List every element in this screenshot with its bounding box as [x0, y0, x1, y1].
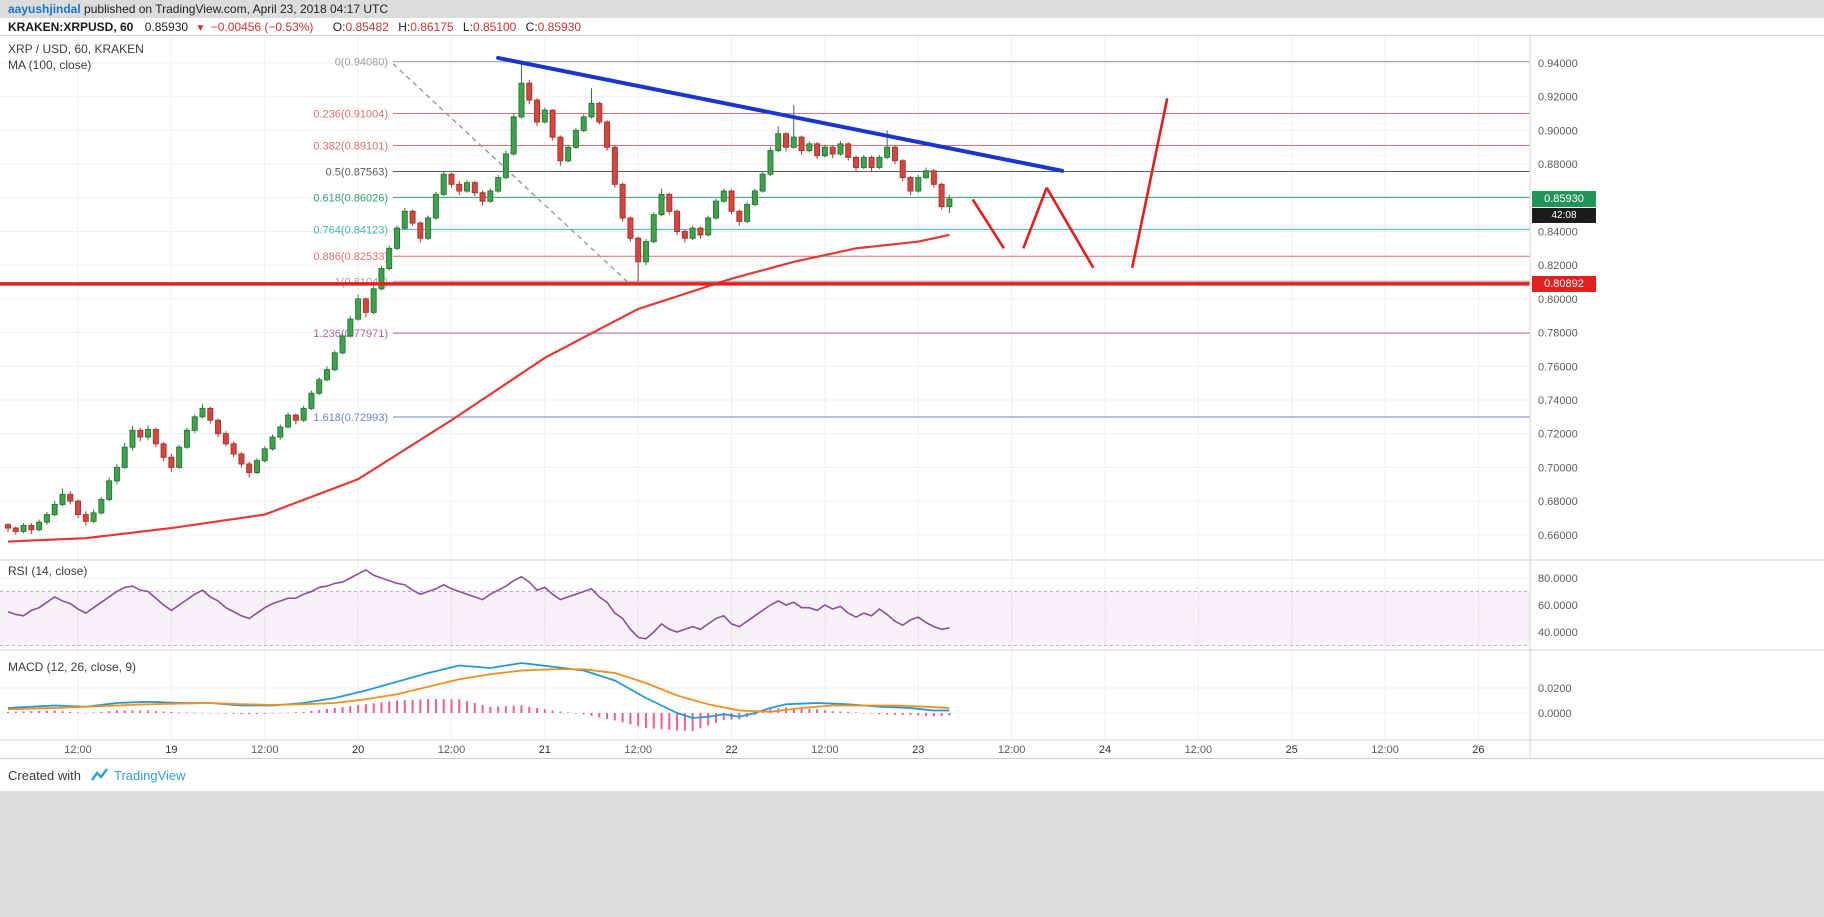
svg-text:12:00: 12:00	[624, 744, 652, 756]
symbol-title: KRAKEN:XRPUSD, 60	[8, 20, 134, 34]
svg-text:0.382(0.89101): 0.382(0.89101)	[313, 141, 388, 153]
svg-text:0.236(0.91004): 0.236(0.91004)	[313, 108, 388, 120]
price-change: −0.00456 (−0.53%)	[210, 20, 314, 34]
low-label: L:	[462, 20, 473, 34]
svg-text:1.618(0.72993): 1.618(0.72993)	[313, 412, 388, 424]
publish-info-bar: aayushjindal published on TradingView.co…	[0, 0, 1824, 18]
close-value: 0.85930	[537, 20, 582, 34]
svg-text:0.78000: 0.78000	[1538, 328, 1578, 340]
svg-text:12:00: 12:00	[251, 744, 279, 756]
svg-text:60.0000: 60.0000	[1538, 600, 1578, 612]
publish-text: published on TradingView.com, April 23, …	[84, 2, 389, 16]
svg-text:0.70000: 0.70000	[1538, 462, 1578, 474]
svg-text:12:00: 12:00	[64, 744, 92, 756]
rsi-indicator-label: RSI (14, close)	[8, 564, 88, 578]
symbol-info-bar: KRAKEN:XRPUSD, 60 0.85930 ▼ −0.00456 (−0…	[0, 18, 1824, 36]
price-down-icon: ▼	[195, 23, 206, 34]
svg-text:0.74000: 0.74000	[1538, 395, 1578, 407]
chart-area: 0.940000.920000.900000.880000.860000.840…	[0, 36, 1824, 758]
author-link[interactable]: aayushjindal	[8, 2, 81, 16]
svg-text:0.90000: 0.90000	[1538, 125, 1578, 137]
price-chart-canvas[interactable]: 0.940000.920000.900000.880000.860000.840…	[0, 36, 1824, 758]
svg-text:0.66000: 0.66000	[1538, 530, 1578, 542]
svg-text:0(0.94080): 0(0.94080)	[335, 57, 388, 69]
svg-text:0.72000: 0.72000	[1538, 429, 1578, 441]
svg-text:0.92000: 0.92000	[1538, 92, 1578, 104]
svg-text:0.0200: 0.0200	[1538, 683, 1572, 695]
svg-text:0.88000: 0.88000	[1538, 159, 1578, 171]
svg-text:19: 19	[165, 744, 177, 756]
svg-text:22: 22	[725, 744, 737, 756]
svg-text:26: 26	[1472, 744, 1484, 756]
svg-text:12:00: 12:00	[1371, 744, 1399, 756]
tradingview-logo-icon	[91, 768, 109, 782]
bottom-margin	[0, 791, 1824, 917]
created-with-text: Created with	[8, 767, 81, 783]
svg-text:12:00: 12:00	[811, 744, 839, 756]
svg-text:40.0000: 40.0000	[1538, 627, 1578, 639]
chart-title: XRP / USD, 60, KRAKEN	[8, 42, 144, 56]
countdown-badge: 42:08	[1532, 207, 1596, 223]
low-value: 0.85100	[472, 20, 517, 34]
svg-text:0.82000: 0.82000	[1538, 260, 1578, 272]
svg-text:20: 20	[352, 744, 364, 756]
svg-text:12:00: 12:00	[438, 744, 466, 756]
svg-text:23: 23	[912, 744, 924, 756]
open-value: 0.85482	[345, 20, 389, 34]
svg-text:12:00: 12:00	[1185, 744, 1213, 756]
svg-text:0.80000: 0.80000	[1538, 294, 1578, 306]
svg-text:0.84000: 0.84000	[1538, 227, 1578, 239]
svg-text:0.94000: 0.94000	[1538, 58, 1578, 70]
ma-indicator-label: MA (100, close)	[8, 58, 92, 72]
attribution-bar: Created with TradingView	[0, 758, 1824, 791]
macd-indicator-label: MACD (12, 26, close, 9)	[8, 660, 137, 674]
svg-text:12:00: 12:00	[998, 744, 1026, 756]
svg-text:25: 25	[1286, 744, 1298, 756]
svg-text:0.5(0.87563): 0.5(0.87563)	[326, 166, 388, 178]
close-label: C:	[525, 20, 538, 34]
last-price-value: 0.85930	[144, 20, 189, 34]
open-label: O:	[332, 20, 346, 34]
alert-price-badge: 0.80892	[1532, 275, 1596, 292]
svg-text:0.0000: 0.0000	[1538, 708, 1572, 720]
svg-text:80.0000: 80.0000	[1538, 573, 1578, 585]
svg-text:24: 24	[1099, 744, 1111, 756]
high-label: H:	[398, 20, 411, 34]
high-value: 0.86175	[410, 20, 454, 34]
svg-text:0.764(0.84123): 0.764(0.84123)	[313, 224, 388, 236]
last-price-badge: 0.85930	[1532, 190, 1596, 207]
svg-text:0.618(0.86026): 0.618(0.86026)	[313, 192, 388, 204]
svg-text:0.76000: 0.76000	[1538, 361, 1578, 373]
tradingview-brand-link[interactable]: TradingView	[113, 767, 186, 783]
svg-text:21: 21	[539, 744, 551, 756]
svg-text:0.886(0.82533): 0.886(0.82533)	[313, 251, 388, 263]
svg-text:0.68000: 0.68000	[1538, 496, 1578, 508]
